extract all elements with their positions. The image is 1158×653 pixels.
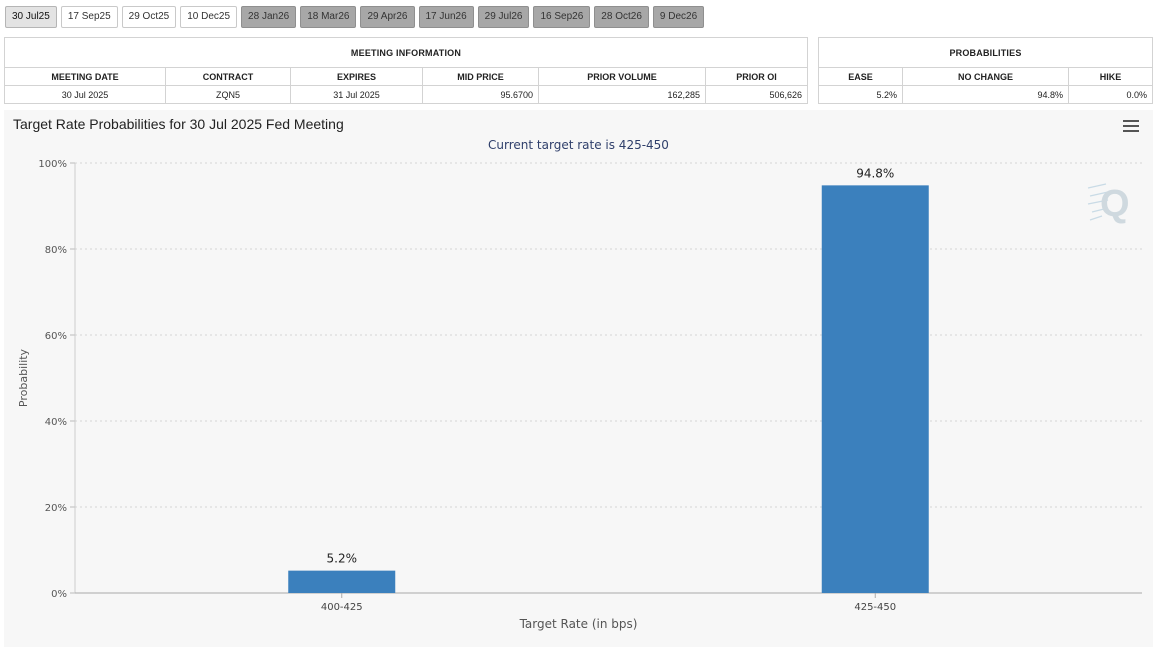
y-axis-title: Probability xyxy=(17,348,30,407)
table-row: 30 Jul 2025 ZQN5 31 Jul 2025 95.6700 162… xyxy=(4,85,808,104)
cell-expires: 31 Jul 2025 xyxy=(290,85,423,104)
tab-meeting-8[interactable]: 29 Jul26 xyxy=(477,6,530,28)
cell-mid-price: 95.6700 xyxy=(422,85,539,104)
table-row: 5.2% 94.8% 0.0% xyxy=(818,85,1153,104)
bar-425-450 xyxy=(821,185,929,594)
header-contract: CONTRACT xyxy=(165,67,291,86)
header-prior-oi: PRIOR OI xyxy=(705,67,808,86)
probabilities-header: PROBABILITIES xyxy=(818,37,1153,68)
tab-meeting-5[interactable]: 18 Mar26 xyxy=(300,6,357,28)
header-hike: HIKE xyxy=(1068,67,1153,86)
svg-text:Q: Q xyxy=(1100,183,1130,225)
cell-hike: 0.0% xyxy=(1068,85,1153,104)
x-tick-label: 400-425 xyxy=(321,602,363,613)
data-label: 5.2% xyxy=(327,552,358,566)
tab-meeting-10[interactable]: 28 Oct26 xyxy=(594,6,649,28)
header-meeting-date: MEETING DATE xyxy=(4,67,166,86)
header-no-change: NO CHANGE xyxy=(902,67,1069,86)
probabilities-table: PROBABILITIES EASE NO CHANGE HIKE 5.2% 9… xyxy=(818,37,1153,104)
q-watermark-icon: Q xyxy=(1087,183,1130,225)
tab-meeting-2[interactable]: 29 Oct25 xyxy=(121,6,177,28)
meeting-information-header: MEETING INFORMATION xyxy=(4,37,808,68)
header-ease: EASE xyxy=(818,67,903,86)
tab-meeting-11[interactable]: 9 Dec26 xyxy=(652,6,705,28)
y-tick-label: 0% xyxy=(51,589,67,600)
tab-meeting-4[interactable]: 28 Jan26 xyxy=(241,6,297,28)
chart-panel: Current target rate is 425-450 0% 20% 40% 60… xyxy=(4,110,1153,647)
tab-meeting-9[interactable]: 16 Sep26 xyxy=(533,6,591,28)
cell-no-change: 94.8% xyxy=(902,85,1069,104)
hamburger-menu-icon[interactable] xyxy=(1123,120,1139,134)
chart-subtitle: Current target rate is 425-450 xyxy=(488,138,669,152)
meeting-tabs: 30 Jul25 17 Sep25 29 Oct25 10 Dec25 28 Jan26… xyxy=(5,6,705,28)
cell-prior-volume: 162,285 xyxy=(538,85,706,104)
cell-ease: 5.2% xyxy=(818,85,903,104)
x-tick-label: 425-450 xyxy=(854,602,896,613)
y-tick-label: 60% xyxy=(45,331,67,342)
bar-chart: Current target rate is 425-450 0% 20% 40% 60… xyxy=(17,138,1142,631)
y-tick-label: 20% xyxy=(45,503,67,514)
y-tick-label: 80% xyxy=(45,245,67,256)
y-tick-label: 100% xyxy=(38,159,67,170)
bar-400-425 xyxy=(288,570,396,593)
chart-title: Target Rate Probabilities for 30 Jul 202… xyxy=(13,116,344,132)
header-prior-volume: PRIOR VOLUME xyxy=(538,67,706,86)
tab-meeting-6[interactable]: 29 Apr26 xyxy=(360,6,415,28)
meeting-information-table: MEETING INFORMATION MEETING DATE CONTRAC… xyxy=(4,37,808,104)
y-tick-label: 40% xyxy=(45,417,67,428)
cell-contract: ZQN5 xyxy=(165,85,291,104)
cell-prior-oi: 506,626 xyxy=(705,85,808,104)
data-label: 94.8% xyxy=(856,166,894,180)
tab-meeting-7[interactable]: 17 Jun26 xyxy=(418,6,474,28)
tab-meeting-0[interactable]: 30 Jul25 xyxy=(5,6,57,28)
tab-meeting-1[interactable]: 17 Sep25 xyxy=(60,6,118,28)
header-expires: EXPIRES xyxy=(290,67,423,86)
x-axis-title: Target Rate (in bps) xyxy=(519,617,638,631)
header-mid-price: MID PRICE xyxy=(422,67,539,86)
tab-meeting-3[interactable]: 10 Dec25 xyxy=(180,6,238,28)
cell-meeting-date: 30 Jul 2025 xyxy=(4,85,166,104)
